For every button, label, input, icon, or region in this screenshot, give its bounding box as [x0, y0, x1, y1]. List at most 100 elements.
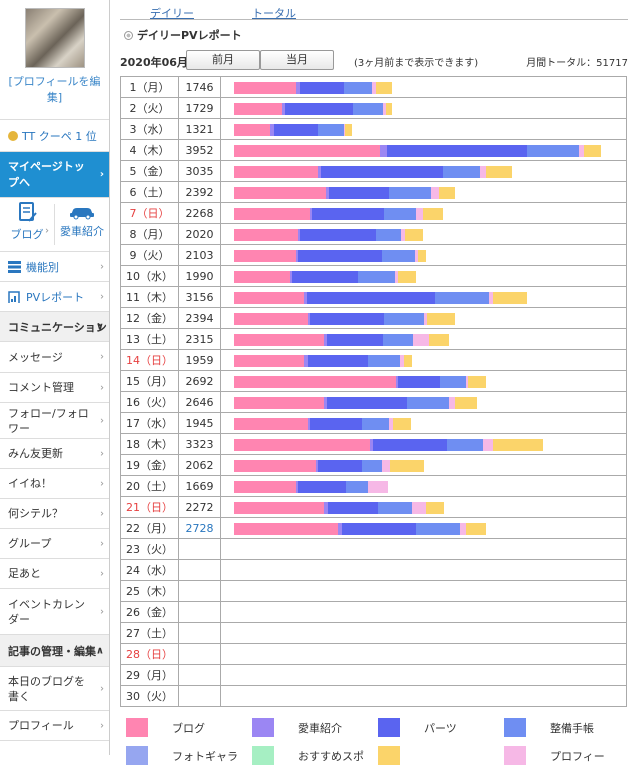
bar-segment-car [270, 124, 274, 136]
tab-total[interactable]: トータル [252, 7, 296, 20]
chevron-down-icon: ∨ [95, 321, 104, 332]
bar-segment-parts [300, 82, 344, 94]
bar-segment-parts [307, 292, 435, 304]
bar-segment-blog [234, 439, 370, 451]
sidebar-item[interactable]: みん友更新 › [0, 439, 109, 469]
bar-segment-parts [342, 523, 416, 535]
communication-label: コミュニケーション [8, 320, 107, 334]
pv-stacked-bar [234, 292, 527, 304]
bar-segment-other [427, 313, 455, 325]
sidebar-item[interactable]: イベントカレンダー › [0, 589, 109, 635]
mypage-label: マイページトップへ [8, 159, 85, 189]
day-cell: 7（日） [120, 202, 179, 224]
bar-cell [220, 370, 627, 392]
day-cell: 26（金） [120, 601, 179, 623]
article-manage-header[interactable]: 記事の管理・編集 ∧ [0, 635, 109, 667]
bullet-icon [124, 30, 133, 40]
sidebar-item[interactable]: 何シテル？ › [0, 499, 109, 529]
day-cell: 10（水） [120, 265, 179, 287]
bar-cell [220, 286, 627, 308]
bar-segment-other [376, 82, 392, 94]
bar-segment-blog [234, 292, 304, 304]
bar-segment-maintenance [440, 376, 466, 388]
current-month-button[interactable]: 当月 [260, 50, 334, 70]
bar-segment-blog [234, 145, 380, 157]
pv-stacked-bar [234, 124, 352, 136]
bar-segment-car [304, 292, 307, 304]
bar-segment-car [380, 145, 387, 157]
day-cell: 24（水） [120, 559, 179, 581]
communication-header[interactable]: コミュニケーション ∨ [0, 312, 109, 342]
pv-cell: 2394 [178, 307, 221, 329]
chevron-right-icon: › [99, 168, 104, 180]
day-cell: 13（土） [120, 328, 179, 350]
bar-segment-maintenance [368, 355, 400, 367]
bar-segment-other [418, 250, 426, 262]
sidebar-item-label: イベントカレンダー [8, 597, 85, 626]
tab-daily[interactable]: デイリー [150, 7, 194, 20]
sidebar-item[interactable]: メッセージ › [0, 342, 109, 373]
bar-segment-blog [234, 334, 324, 346]
legend-item-parts: パーツ [378, 718, 457, 737]
legend-item-car: 愛車紹介 [252, 718, 342, 737]
bar-segment-maintenance [362, 460, 382, 472]
sidebar-item-label: 本日のブログを書く [8, 674, 85, 703]
legend-label: パーツ [424, 721, 457, 735]
sidebar-item[interactable]: グループ › [0, 529, 109, 559]
pv-cell[interactable]: 2728 [178, 517, 221, 539]
bar-segment-blog [234, 460, 316, 472]
bar-segment-profile [382, 460, 390, 472]
day-cell: 20（土） [120, 475, 179, 497]
bar-cell [220, 580, 627, 602]
mypage-top-button[interactable]: マイページトップへ › [0, 152, 109, 198]
bar-cell [220, 559, 627, 581]
sidebar-item-label: フォロー/フォロワー [8, 406, 89, 435]
table-row: 17（水） 1945 [120, 412, 627, 434]
sidebar-item[interactable]: イイね！ › [0, 469, 109, 499]
blog-label: ブログ [10, 228, 44, 241]
sidebar-item[interactable]: 本日のブログを書く › [0, 667, 109, 711]
pv-stacked-bar [234, 313, 455, 325]
sidebar-item[interactable]: フォロー/フォロワー › [0, 403, 109, 439]
prev-month-button[interactable]: 前月 [186, 50, 260, 70]
avatar[interactable] [24, 8, 85, 68]
sidebar-item[interactable]: 足あと › [0, 559, 109, 589]
pv-report-label: PVレポート [26, 290, 85, 304]
bar-segment-parts [312, 208, 384, 220]
table-row: 18（木） 3323 [120, 433, 627, 455]
pv-cell: 2315 [178, 328, 221, 350]
chevron-right-icon: › [100, 508, 104, 519]
pv-cell: 2020 [178, 223, 221, 245]
bar-segment-car [298, 229, 300, 241]
bar-segment-other [393, 418, 411, 430]
by-function-link[interactable]: 機能別 › [0, 252, 109, 282]
bar-segment-blog [234, 502, 324, 514]
bar-segment-profile [579, 145, 584, 157]
bar-segment-profile [401, 229, 405, 241]
bar-cell [220, 391, 627, 413]
profile-edit-link[interactable]: [プロフィールを編集] [8, 75, 101, 104]
bar-segment-other [455, 397, 477, 409]
pv-stacked-bar [234, 418, 411, 430]
pv-stacked-bar [234, 523, 486, 535]
bar-segment-other [386, 103, 392, 115]
bar-segment-car [324, 334, 327, 346]
range-note: (3ヶ月前まで表示できます) [354, 58, 479, 69]
bar-segment-maintenance [353, 103, 383, 115]
table-row: 9（火） 2103 [120, 244, 627, 266]
bar-cell [220, 475, 627, 497]
sidebar-item[interactable]: コメント管理 › [0, 373, 109, 403]
day-cell: 11（木） [120, 286, 179, 308]
sidebar-item-label: イイね！ [8, 477, 52, 490]
legend-item-maintenance: 整備手帳 [504, 718, 594, 737]
bar-segment-blog [234, 355, 304, 367]
pv-cell: 3323 [178, 433, 221, 455]
blog-button[interactable]: ブログ › [0, 201, 54, 248]
car-intro-button[interactable]: 愛車紹介 [54, 204, 109, 245]
pv-report-link[interactable]: PVレポート › [0, 282, 109, 312]
table-row: 23（火） [120, 538, 627, 560]
legend-swatch [378, 746, 400, 765]
rank-link[interactable]: TT クーペ 1 位 [0, 120, 109, 152]
bar-cell [220, 181, 627, 203]
sidebar-item[interactable]: プロフィール › [0, 711, 109, 741]
